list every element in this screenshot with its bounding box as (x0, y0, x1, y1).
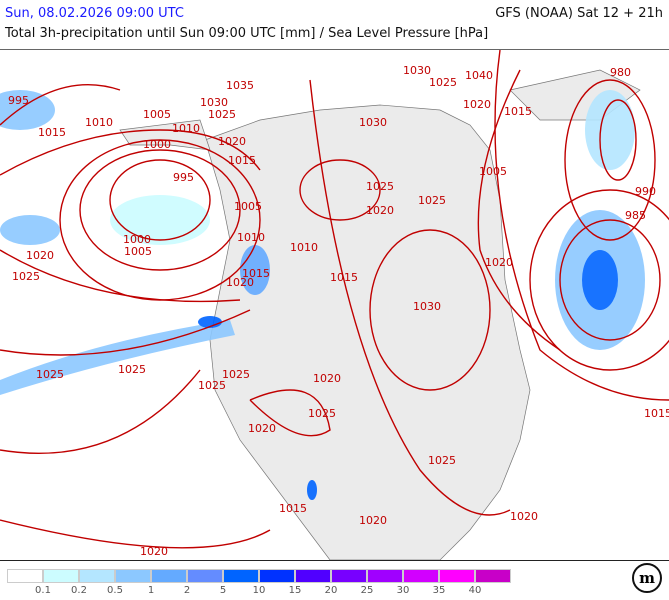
isobar-label: 1020 (226, 276, 254, 289)
isobar-label: 1005 (234, 200, 262, 213)
forecast-datetime: Sun, 08.02.2026 09:00 UTC (5, 6, 184, 21)
model-run: GFS (NOAA) Sat 12 + 21h (495, 6, 663, 21)
legend-swatch (223, 569, 259, 583)
legend-label: 10 (252, 585, 266, 596)
isobar-label: 1025 (428, 454, 456, 467)
legend-swatch (331, 569, 367, 583)
legend-label: 25 (360, 585, 374, 596)
isobar-label: 1010 (172, 122, 200, 135)
isobar-label: 1030 (200, 96, 228, 109)
isobar-label: 1020 (463, 98, 491, 111)
legend-swatch (259, 569, 295, 583)
isobar-label: 1015 (242, 267, 270, 280)
isobar-label: 1035 (226, 79, 254, 92)
isobar-label: 1025 (118, 363, 146, 376)
isobar-label: 1025 (208, 108, 236, 121)
isobar-label: 1025 (36, 368, 64, 381)
isobar-label: 985 (625, 209, 646, 222)
legend-swatch (151, 569, 187, 583)
legend-label: 2 (183, 585, 191, 596)
isobar-label: 1015 (279, 502, 307, 515)
isobar-label: 1010 (85, 116, 113, 129)
isobar-label: 1005 (143, 108, 171, 121)
isobar-label: 1015 (38, 126, 66, 139)
legend-swatch (187, 569, 223, 583)
isobar-label: 1030 (403, 64, 431, 77)
legend-label: 20 (324, 585, 338, 596)
legend-swatch (295, 569, 331, 583)
legend-label: 5 (219, 585, 227, 596)
isobar-label: 1015 (228, 154, 256, 167)
legend-swatch (403, 569, 439, 583)
isobar-label: 1005 (124, 245, 152, 258)
isobar-label: 1005 (479, 165, 507, 178)
isobar-label: 1040 (465, 69, 493, 82)
isobar-label: 1015 (504, 105, 532, 118)
legend-label: 1 (147, 585, 155, 596)
isobar-label: 1020 (510, 510, 538, 523)
isobar-label: 1000 (123, 233, 151, 246)
isobar-label: 1015 (330, 271, 358, 284)
isobar-label: 1010 (290, 241, 318, 254)
isobar-label: 1020 (366, 204, 394, 217)
isobar-label: 980 (610, 66, 631, 79)
isobar-label: 1025 (418, 194, 446, 207)
isobar-label: 1025 (198, 379, 226, 392)
isobar-label: 1010 (237, 231, 265, 244)
isobar-label: 1025 (366, 180, 394, 193)
legend-swatch (79, 569, 115, 583)
isobar-label: 1025 (308, 407, 336, 420)
legend-label: 15 (288, 585, 302, 596)
legend-label: 0.1 (35, 585, 51, 596)
isobar-label: 1025 (222, 368, 250, 381)
isobar-label: 990 (635, 185, 656, 198)
chart-title: Total 3h-precipitation until Sun 09:00 U… (5, 26, 489, 41)
isobar-label: 1020 (359, 514, 387, 527)
isobar-label: 1025 (12, 270, 40, 283)
isobar-label: 1020 (140, 545, 168, 558)
isobar-label: 1020 (485, 256, 513, 269)
legend-label: 30 (396, 585, 410, 596)
legend-label: 0.5 (107, 585, 123, 596)
isobar-label: 995 (8, 94, 29, 107)
isobar-label: 1030 (413, 300, 441, 313)
isobars (0, 50, 669, 549)
map-canvas: 9951015101010051000103510301025101010201… (0, 49, 669, 561)
legend-swatch (367, 569, 403, 583)
legend-label: 40 (468, 585, 482, 596)
isobar-label: 1020 (313, 372, 341, 385)
isobar-label: 1015 (644, 407, 669, 420)
legend-swatch (7, 569, 43, 583)
precipitation-legend (7, 569, 511, 583)
legend-label: 0.2 (71, 585, 87, 596)
legend-swatch (115, 569, 151, 583)
legend-label: 35 (432, 585, 446, 596)
isobar-label: 1030 (359, 116, 387, 129)
isobar-label: 1020 (26, 249, 54, 262)
isobar-label: 1025 (429, 76, 457, 89)
isobar-label: 1020 (218, 135, 246, 148)
isobar-labels: 9951015101010051000103510301025101010201… (8, 64, 669, 558)
precipitation (0, 90, 645, 500)
isobar-label: 1020 (248, 422, 276, 435)
isobar-label: 995 (173, 171, 194, 184)
legend-swatch (475, 569, 511, 583)
isobar-label: 1000 (143, 138, 171, 151)
legend-swatch (439, 569, 475, 583)
meteologix-logo: m (632, 563, 662, 593)
legend-swatch (43, 569, 79, 583)
